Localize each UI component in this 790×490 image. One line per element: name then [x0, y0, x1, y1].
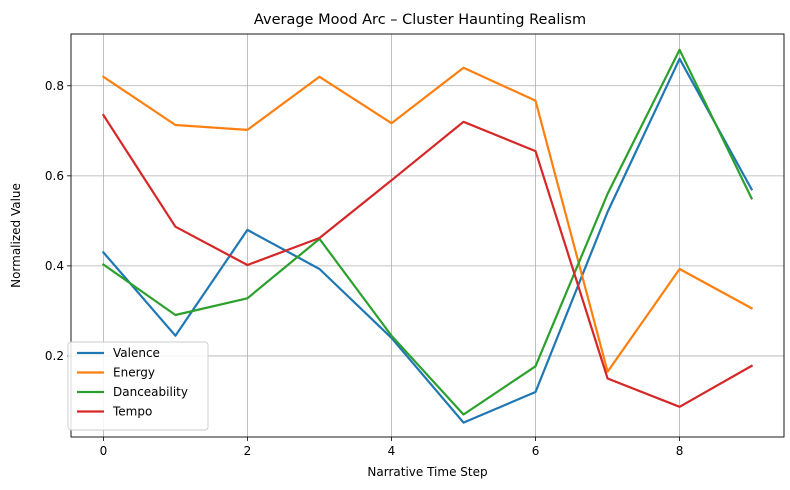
x-tick-label: 0 [100, 444, 108, 458]
legend-label-tempo: Tempo [112, 405, 152, 419]
legend: Valence Energy Danceability Tempo [67, 341, 209, 431]
series-line-tempo [101, 113, 754, 408]
axis-ticks: 0 2 4 6 8 0.2 0.4 0.6 0.8 [45, 79, 683, 458]
legend-label-danceability: Danceability [113, 385, 188, 399]
x-tick-label: 2 [244, 444, 252, 458]
plot-frame [70, 33, 785, 438]
legend-box [67, 341, 209, 431]
y-axis-label: Normalized Value [9, 183, 23, 288]
chart-title: Average Mood Arc – Cluster Haunting Real… [254, 12, 586, 28]
y-tick-label: 0.6 [45, 169, 64, 183]
x-axis-label: Narrative Time Step [367, 465, 487, 479]
x-tick-label: 4 [388, 444, 396, 458]
x-tick-label: 8 [676, 444, 684, 458]
x-tick-label: 6 [532, 444, 540, 458]
series-line-valence [101, 57, 754, 424]
grid [71, 34, 784, 437]
series-line-danceability [101, 48, 754, 416]
y-tick-label: 0.8 [45, 79, 64, 93]
legend-label-valence: Valence [113, 346, 160, 360]
legend-label-energy: Energy [113, 366, 155, 380]
y-tick-label: 0.2 [45, 349, 64, 363]
series-lines [101, 48, 754, 424]
y-tick-label: 0.4 [45, 259, 64, 273]
series-line-energy [101, 66, 754, 373]
